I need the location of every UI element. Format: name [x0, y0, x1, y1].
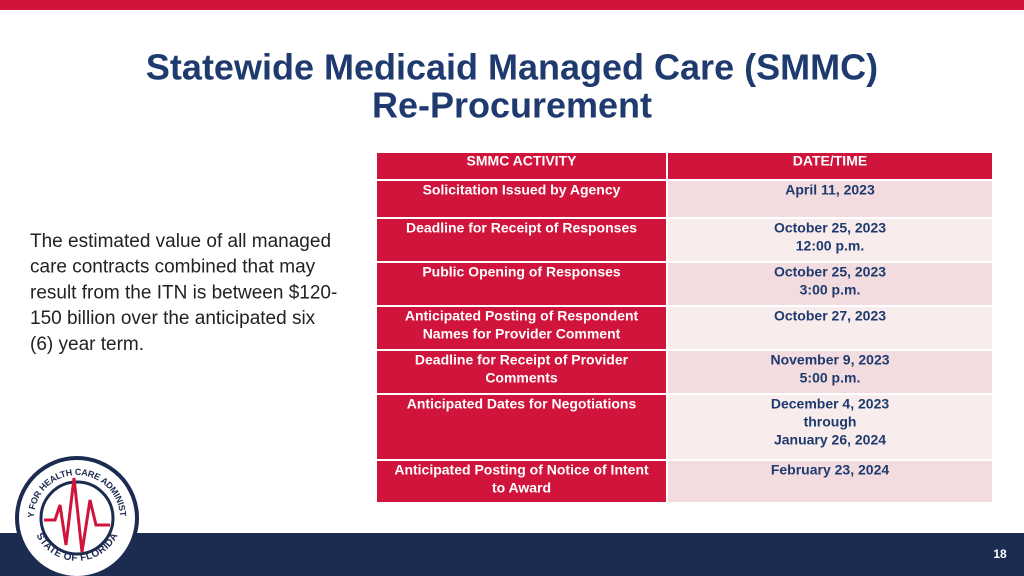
activity-cell	[375, 305, 668, 351]
body-line: (6) year term.	[30, 334, 144, 355]
activity-text: Anticipated Dates for Negotiations	[407, 396, 637, 412]
date-text: November 9, 2023	[770, 352, 889, 368]
title-line: Re-Procurement	[372, 85, 652, 126]
date-text: through	[804, 414, 857, 430]
date-text: April 11, 2023	[785, 182, 875, 198]
logo-heartbeat	[44, 477, 110, 553]
date-cell	[666, 179, 994, 219]
date-cell	[666, 305, 994, 351]
activity-text: Names for Provider Comment	[423, 326, 621, 342]
activity-text: Anticipated Posting of Notice of Intent	[394, 462, 649, 478]
column-header: DATE/TIME	[793, 153, 867, 169]
activity-text: Anticipated Posting of Respondent	[405, 308, 639, 324]
activity-text: Deadline for Receipt of Responses	[406, 220, 637, 236]
date-cell	[666, 349, 994, 395]
date-text: 12:00 p.m.	[796, 238, 864, 254]
activity-text: Deadline for Receipt of Provider	[415, 352, 629, 368]
date-text: January 26, 2024	[774, 432, 886, 448]
column-header: SMMC ACTIVITY	[467, 153, 578, 169]
date-cell	[666, 261, 994, 307]
body-line: The estimated value of all managed	[30, 231, 331, 252]
date-text: February 23, 2024	[771, 462, 890, 478]
date-text: December 4, 2023	[771, 396, 890, 412]
page-number: 18	[993, 547, 1007, 561]
date-text: October 25, 2023	[774, 264, 886, 280]
body-line: 150 billion over the anticipated six	[30, 308, 316, 329]
date-cell	[666, 217, 994, 263]
date-cell	[666, 393, 994, 461]
date-text: October 25, 2023	[774, 220, 886, 236]
activity-text: Comments	[485, 370, 558, 386]
date-cell	[666, 459, 994, 504]
date-text: 5:00 p.m.	[800, 370, 861, 386]
activity-text: Public Opening of Responses	[422, 264, 621, 280]
activity-text: to Award	[492, 480, 551, 496]
date-text: October 27, 2023	[774, 308, 886, 324]
title-line: Statewide Medicaid Managed Care (SMMC)	[146, 47, 878, 88]
date-text: 3:00 p.m.	[800, 282, 861, 298]
bottom-bar	[0, 533, 1024, 576]
header-cell	[375, 151, 668, 181]
body-line: care contracts combined that may	[30, 257, 316, 278]
activity-text: Solicitation Issued by Agency	[423, 182, 621, 198]
top-bar	[0, 0, 1024, 10]
activity-cell	[375, 261, 668, 307]
body-line: result from the ITN is between $120-	[30, 282, 337, 303]
